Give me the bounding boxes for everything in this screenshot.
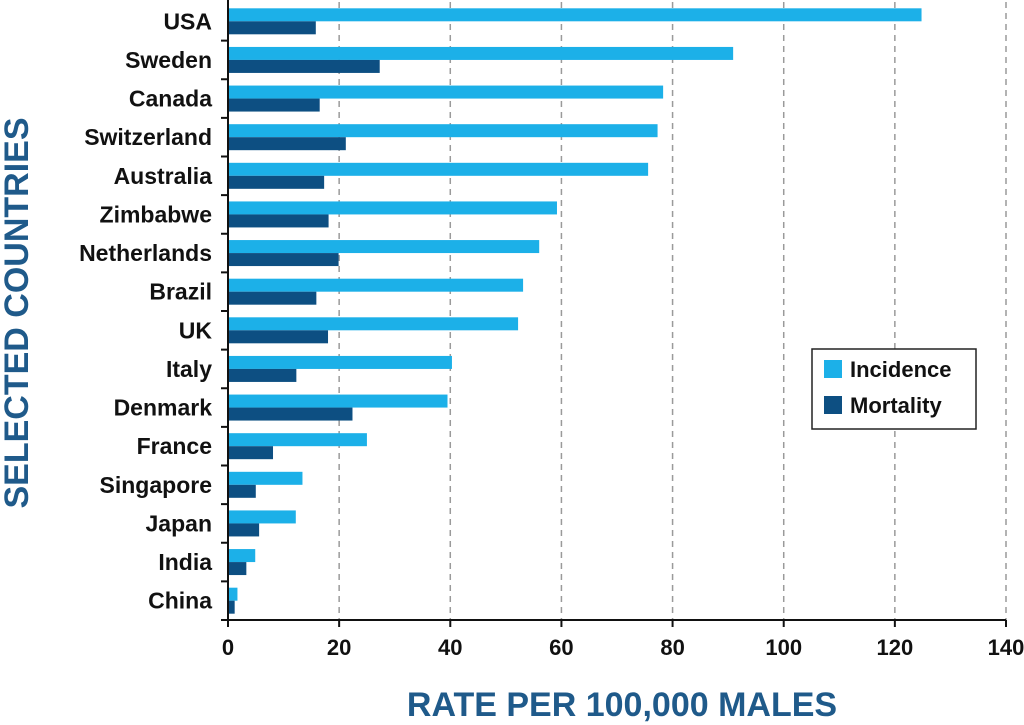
bar-mortality-uk — [228, 330, 329, 344]
bar-mortality-netherlands — [228, 253, 339, 267]
category-label-india: India — [158, 549, 212, 575]
bar-incidence-italy — [228, 355, 452, 369]
category-label-netherlands: Netherlands — [79, 240, 212, 266]
bar-mortality-japan — [228, 523, 260, 537]
x-tick-label-120: 120 — [876, 635, 913, 660]
x-tick-label-40: 40 — [438, 635, 462, 660]
x-tick-labels: 0 20 40 60 80 100 120 140 — [222, 620, 1024, 660]
bar-mortality-australia — [228, 175, 325, 189]
bar-mortality-sweden — [228, 59, 380, 73]
bar-mortality-italy — [228, 368, 297, 382]
x-tick-label-20: 20 — [327, 635, 351, 660]
bar-mortality-usa — [228, 21, 316, 35]
bar-mortality-china — [228, 600, 235, 614]
bar-mortality-denmark — [228, 407, 353, 421]
bar-mortality-brazil — [228, 291, 317, 305]
bars — [228, 8, 922, 614]
category-label-canada: Canada — [129, 86, 212, 112]
bar-incidence-sweden — [228, 46, 734, 60]
category-label-japan: Japan — [146, 510, 212, 536]
legend-swatch-incidence — [824, 360, 842, 378]
x-axis-title: RATE PER 100,000 MALES — [407, 686, 837, 724]
category-label-china: China — [148, 588, 212, 614]
bar-incidence-singapore — [228, 471, 303, 485]
category-label-australia: Australia — [114, 163, 213, 189]
bar-incidence-brazil — [228, 278, 524, 292]
bar-incidence-australia — [228, 162, 649, 176]
bar-incidence-denmark — [228, 394, 448, 408]
bar-incidence-india — [228, 549, 256, 563]
category-label-italy: Italy — [166, 356, 212, 382]
bar-incidence-canada — [228, 85, 664, 99]
category-label-usa: USA — [163, 8, 212, 34]
bar-incidence-switzerland — [228, 124, 658, 138]
bar-incidence-china — [228, 587, 238, 601]
category-labels: USA Sweden Canada Switzerland Australia Zimba… — [79, 8, 228, 621]
legend-label-mortality: Mortality — [850, 393, 942, 418]
bar-mortality-france — [228, 446, 274, 460]
bar-incidence-zimbabwe — [228, 201, 557, 215]
category-label-sweden: Sweden — [125, 47, 212, 73]
bar-mortality-canada — [228, 98, 320, 112]
bar-mortality-india — [228, 562, 247, 576]
category-label-france: France — [137, 433, 212, 459]
bar-incidence-usa — [228, 8, 922, 22]
category-label-switzerland: Switzerland — [84, 124, 212, 150]
bar-incidence-uk — [228, 317, 519, 331]
category-label-brazil: Brazil — [149, 279, 212, 305]
bar-incidence-france — [228, 433, 367, 447]
bar-incidence-japan — [228, 510, 296, 524]
bar-mortality-singapore — [228, 484, 256, 498]
category-label-uk: UK — [179, 317, 213, 343]
bar-incidence-netherlands — [228, 240, 540, 254]
grid-lines — [338, 2, 1007, 620]
category-label-denmark: Denmark — [114, 395, 213, 421]
x-tick-label-80: 80 — [660, 635, 684, 660]
legend-label-incidence: Incidence — [850, 357, 951, 382]
x-tick-label-0: 0 — [222, 635, 234, 660]
legend-swatch-mortality — [824, 396, 842, 414]
category-label-zimbabwe: Zimbabwe — [100, 201, 212, 227]
bar-mortality-switzerland — [228, 137, 346, 151]
x-tick-label-100: 100 — [765, 635, 802, 660]
bar-mortality-zimbabwe — [228, 214, 329, 228]
legend: Incidence Mortality — [811, 348, 977, 430]
y-axis-title: SELECTED COUNTRIES — [0, 117, 36, 508]
x-tick-label-60: 60 — [549, 635, 573, 660]
category-label-singapore: Singapore — [100, 472, 212, 498]
x-tick-label-140: 140 — [988, 635, 1024, 660]
